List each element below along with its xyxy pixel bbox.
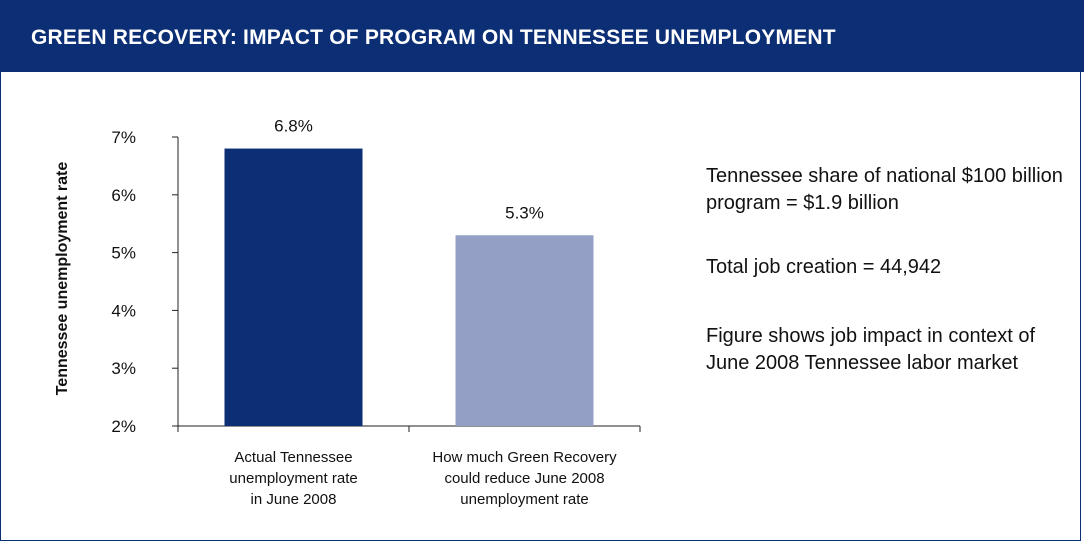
program-share-text: Tennessee share of national $100 billion… [706,165,1063,214]
page-title: GREEN RECOVERY: IMPACT OF PROGRAM ON TEN… [31,26,836,49]
x-category-label: unemployment rate [460,491,588,508]
y-tick-label: 6% [111,186,136,205]
y-tick-label: 2% [111,417,136,436]
y-axis-label: Tennessee unemployment rate [54,162,71,396]
bar-1 [224,148,363,426]
x-category-label: in June 2008 [251,491,337,508]
bar-2 [455,235,594,426]
x-category-label: unemployment rate [229,470,357,487]
y-tick-label: 7% [111,128,136,147]
bar-value-label: 5.3% [505,203,544,222]
figure-note-text: Figure shows job impact in context of Ju… [706,325,1036,374]
header-bar: GREEN RECOVERY: IMPACT OF PROGRAM ON TEN… [0,0,1084,72]
y-tick-label: 4% [111,301,136,320]
x-category-label: could reduce June 2008 [444,470,604,487]
bar-value-label: 6.8% [274,117,313,136]
y-tick-label: 5% [111,244,136,263]
x-category-label: Actual Tennessee [234,449,352,466]
y-tick-label: 3% [111,359,136,378]
job-creation-text: Total job creation = 44,942 [706,256,942,278]
x-category-label: How much Green Recovery [432,449,617,466]
